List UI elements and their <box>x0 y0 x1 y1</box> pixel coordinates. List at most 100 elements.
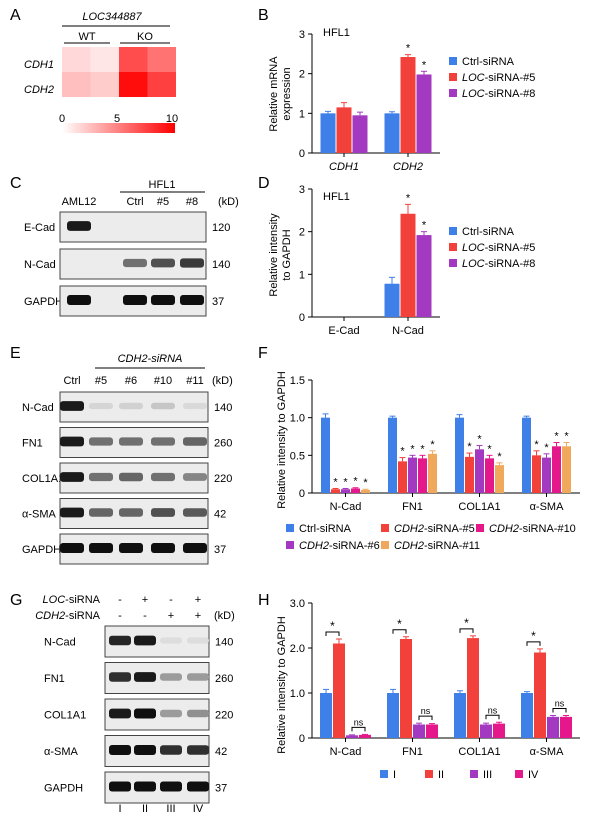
bar-col1a1-iii <box>480 724 492 738</box>
x-tick-label: α-SMA <box>530 746 565 758</box>
significance-star: * <box>487 443 492 455</box>
heatmap-grid <box>62 47 176 97</box>
blot-band <box>119 508 143 517</box>
blot-band <box>187 745 209 755</box>
blot-e-kd-label: (kD) <box>212 375 233 387</box>
significance-bracket <box>552 708 567 713</box>
blot-band <box>109 781 131 792</box>
significance-star: * <box>406 43 411 55</box>
blot-band <box>183 508 207 517</box>
legend-swatch <box>380 770 388 778</box>
lane-numeral: I <box>118 803 121 815</box>
legend-swatch <box>476 524 484 532</box>
legend-label: CDH2-siRNA-#6 <box>299 540 380 552</box>
significance-label: * <box>464 616 469 630</box>
significance-star: * <box>422 59 427 71</box>
significance-bracket <box>351 726 366 732</box>
blot-band <box>151 437 175 446</box>
blot-band <box>151 508 175 517</box>
blot-kd-value: 42 <box>214 509 226 521</box>
y-tick-label: 3 <box>299 29 305 41</box>
legend-swatch <box>286 541 294 549</box>
bar-n-cad-cdh2-sirna-11 <box>361 489 370 493</box>
blot-e-lane-label: #5 <box>95 375 107 387</box>
blot-kd-value: 37 <box>215 783 227 795</box>
blot-band <box>60 472 84 482</box>
blot-band <box>60 436 84 447</box>
chart-d-ylabel-1: Relative intensity <box>268 213 280 297</box>
bar-col1a1-cdh2-sirna-11 <box>495 465 504 493</box>
blot-kd-value: 260 <box>214 438 232 450</box>
legend-label: Ctrl-siRNA <box>299 523 352 535</box>
significance-star: * <box>497 451 502 463</box>
significance-star: * <box>564 431 569 443</box>
chart-d-ylabel-2: to GAPDH <box>281 229 293 280</box>
bar-n-cad-iv <box>359 734 371 738</box>
blot-band <box>187 673 209 681</box>
bar-n-cad-loc-sirna-5 <box>400 213 416 317</box>
blot-band <box>187 781 209 792</box>
treatment-sign: - <box>118 594 122 606</box>
treatment-sign: - <box>143 610 147 622</box>
y-tick-label: 2 <box>299 227 305 239</box>
significance-star: * <box>554 431 559 443</box>
blot-band <box>60 543 84 553</box>
significance-label: * <box>330 619 335 633</box>
blot-row-label: GAPDH <box>22 544 61 556</box>
lane-numeral: II <box>142 803 148 815</box>
blot-c-lane-aml12: AML12 <box>62 196 97 208</box>
blot-kd-value: 42 <box>215 746 227 758</box>
panel-letter-f: F <box>258 345 268 362</box>
bar-fn1-cdh2-sirna-11 <box>428 453 437 493</box>
bar-sma-cdh2-sirna-10 <box>552 446 561 493</box>
blot-c-lane-ctrl: Ctrl <box>126 196 143 208</box>
blot-kd-value: 220 <box>215 710 233 722</box>
x-tick-label: COL1A1 <box>458 746 500 758</box>
blot-row-label: FN1 <box>44 673 65 685</box>
heatmap-row-cdh2: CDH2 <box>24 84 54 96</box>
heatmap-group-wt: WT <box>78 31 95 43</box>
blot-band <box>89 437 113 446</box>
legend-swatch <box>286 524 294 532</box>
blot-band <box>151 472 175 482</box>
blot-band <box>160 745 182 755</box>
blot-band <box>89 402 113 410</box>
legend-swatch <box>449 259 457 267</box>
chart-f-legend: Ctrl-siRNA CDH2-siRNA-#5 CDH2-siRNA-#10 CDH… <box>286 523 576 552</box>
x-tick-label: CDH2 <box>393 161 423 173</box>
chart-d-legend: Ctrl-siRNA LOC-siRNA-#5 LOC-siRNA-#8 <box>449 226 535 270</box>
bar-cdh2-loc-sirna-5 <box>400 57 416 153</box>
blot-g-kd-label: (kD) <box>214 610 235 622</box>
y-tick-label: 0 <box>299 312 305 324</box>
blot-band <box>123 295 147 305</box>
chart-f-ylabel: Relative intensity to GAPDH <box>276 371 288 509</box>
legend-label: CDH2-siRNA-#10 <box>489 523 576 535</box>
bar-fn1-i <box>387 693 399 738</box>
blot-band <box>134 708 156 719</box>
lane-numeral: IV <box>193 803 204 815</box>
y-tick-label: 0 <box>299 488 305 500</box>
blot-c-group-label: HFL1 <box>149 179 176 191</box>
y-tick-label: 1.0 <box>290 688 305 700</box>
panel-letter-h: H <box>258 592 270 609</box>
significance-bracket <box>526 641 541 646</box>
x-tick-label: FN1 <box>402 746 423 758</box>
bar-n-cad-cdh2-sirna-5 <box>331 489 340 493</box>
blot-kd-value: 260 <box>215 673 233 685</box>
significance-star: * <box>422 220 427 232</box>
blot-band <box>67 295 91 305</box>
blot-band <box>67 221 91 231</box>
treatment-label: LOC-siRNA <box>43 594 101 606</box>
blot-band <box>119 543 143 553</box>
significance-star: * <box>467 441 472 453</box>
blot-e-lane-label: #6 <box>125 375 137 387</box>
scale-tick-10: 10 <box>166 113 178 125</box>
bar-cdh2-ctrl-sirna <box>384 113 400 153</box>
significance-star: * <box>420 443 425 455</box>
bar-sma-cdh2-sirna-11 <box>562 446 571 493</box>
blot-c-kd-label: (kD) <box>218 196 239 208</box>
blot-row-label: COL1A1 <box>22 473 64 485</box>
blot-kd-value: 140 <box>215 637 233 649</box>
blot-band <box>119 472 143 482</box>
bar-n-cad-loc-sirna-8 <box>416 235 432 317</box>
